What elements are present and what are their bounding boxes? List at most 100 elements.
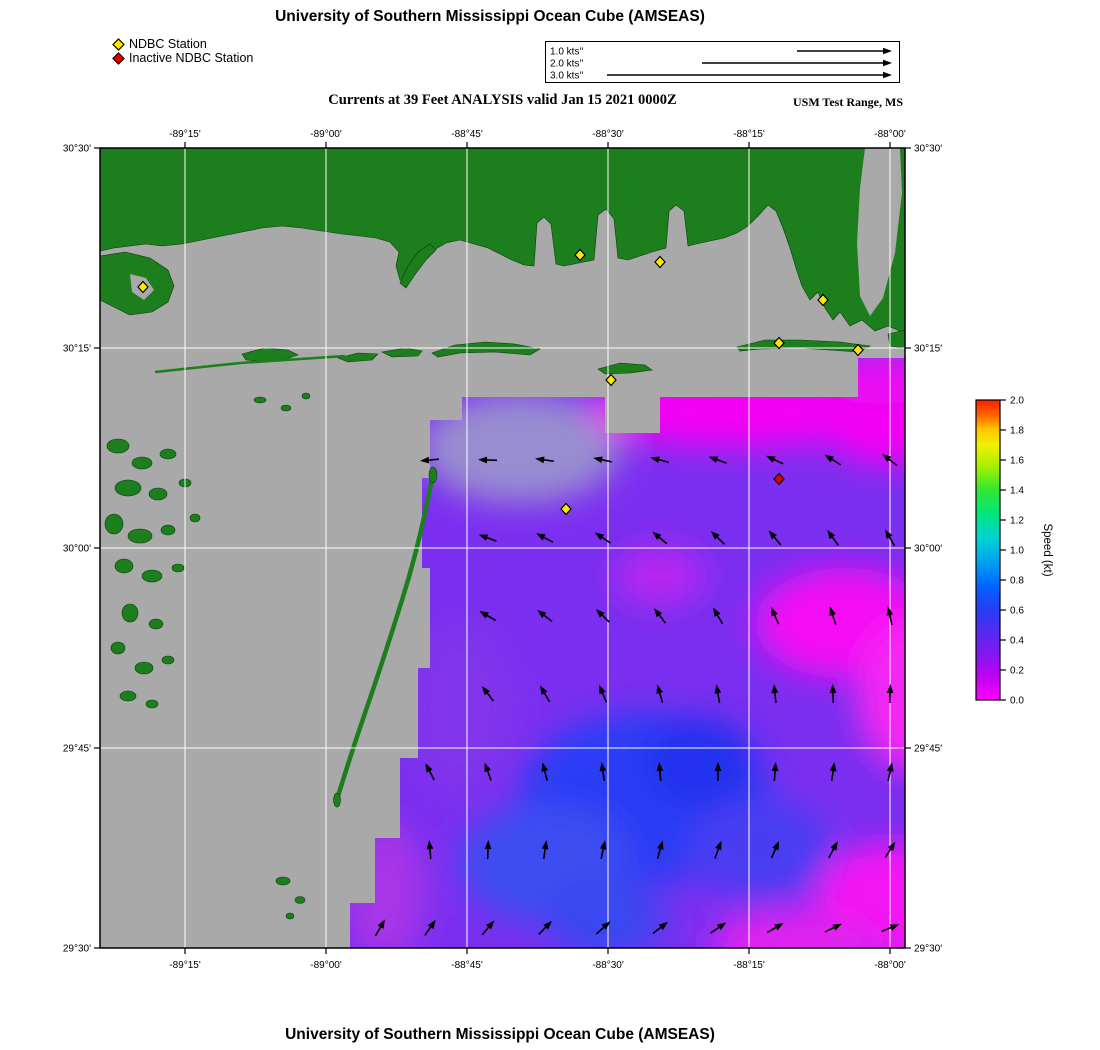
current-vector-head: [594, 532, 605, 541]
current-vector-shaft: [486, 769, 492, 781]
current-vector-head: [832, 923, 842, 931]
scale-row-label: 3.0 kts'': [550, 71, 583, 82]
current-vector: [595, 921, 611, 935]
island-dot: [294, 896, 306, 904]
current-vector: [653, 608, 667, 624]
current-vector-head: [478, 456, 488, 464]
current-vector-head: [484, 840, 492, 850]
current-vector: [829, 606, 837, 625]
legend-item-inactive-station: Inactive NDBC Station: [112, 51, 253, 65]
current-vector: [599, 684, 608, 703]
ndbc-station-marker: [605, 373, 617, 387]
ndbc-station-marker: [773, 336, 785, 350]
current-vector: [824, 923, 842, 933]
current-vector: [714, 762, 722, 781]
x-tick-label-bottom: -88°30': [592, 960, 624, 971]
current-vector: [535, 456, 555, 464]
current-vector: [770, 606, 780, 625]
current-vector-head: [886, 606, 894, 616]
current-vector-head: [541, 762, 549, 772]
current-vector: [771, 684, 779, 704]
current-vector: [595, 609, 611, 623]
current-vector-shaft: [716, 536, 726, 545]
ndbc-station-icon: [112, 37, 125, 51]
current-vector-head: [377, 919, 385, 929]
x-tick-label-bottom: -88°00': [874, 960, 906, 971]
current-vector-head: [601, 921, 611, 930]
current-vector-shaft: [601, 691, 608, 703]
ndbc-station-diamond: [112, 37, 125, 51]
colorbar-tick-label: 0.4: [1010, 636, 1024, 647]
current-vector-shaft: [542, 458, 555, 463]
current-vector-head: [427, 919, 436, 930]
current-vector: [710, 531, 726, 545]
map-axes: -89°15' -89°15' -89°00' -89°00' -88°45' -88°4…: [63, 129, 942, 971]
mainland-coast: [99, 147, 906, 334]
current-vector-head: [715, 840, 722, 851]
current-vector-head: [772, 840, 780, 851]
legend: NDBC Station Inactive NDBC Station: [112, 37, 253, 65]
current-vector-head: [771, 762, 779, 772]
current-vector-head: [599, 762, 607, 772]
x-tick-label-top: -89°15': [169, 129, 201, 140]
current-vector-head: [420, 456, 430, 464]
current-vector-shaft: [887, 769, 892, 781]
current-vector-shaft: [773, 613, 780, 625]
current-vector-shaft: [656, 847, 662, 859]
y-tick-label-left: 30°30': [63, 144, 91, 155]
x-tick-label-bottom: -88°15': [733, 960, 765, 971]
current-vector-head: [714, 684, 722, 694]
colorbar-tick-label: 2.0: [1010, 396, 1024, 407]
marsh-patches: [104, 392, 311, 709]
ship-island-west: [337, 352, 379, 363]
current-vector-shaft: [424, 925, 432, 936]
current-vector: [827, 529, 839, 546]
x-tick-label-top: -88°45': [451, 129, 483, 140]
current-vector: [541, 840, 549, 860]
current-vector-head: [536, 533, 546, 541]
x-tick-label-bottom: -89°00': [310, 960, 342, 971]
y-tick-label-left: 30°15': [63, 344, 91, 355]
current-vector-head: [535, 456, 545, 464]
current-vector-head: [484, 762, 491, 773]
current-vector-shaft: [601, 614, 611, 623]
current-vector-shaft: [652, 926, 663, 935]
vector-scale-rows: 1.0 kts''2.0 kts''3.0 kts'': [550, 47, 892, 82]
ndbc-station-marker: [817, 293, 829, 307]
current-vector-shaft: [714, 847, 720, 859]
scale-arrow-head: [883, 59, 892, 67]
current-vector: [885, 529, 896, 547]
y-tick-label-left: 29°30': [63, 944, 91, 955]
current-vector-head: [481, 686, 491, 696]
current-vector-shaft: [595, 926, 606, 935]
colorbar-tick-label: 1.6: [1010, 456, 1024, 467]
current-vector-shaft: [427, 458, 440, 461]
current-vector: [886, 684, 894, 704]
current-vector-shaft: [481, 925, 490, 936]
y-tick-label-right: 30°00': [914, 544, 942, 555]
petit-bois-island: [597, 362, 653, 375]
colorbar: [975, 399, 1001, 701]
current-vector-shaft: [828, 847, 835, 859]
current-vector: [479, 611, 497, 622]
y-tick-label-right: 30°15': [914, 344, 942, 355]
current-vector-head: [713, 607, 721, 617]
x-tick-label-top: -88°30': [592, 129, 624, 140]
page-title: University of Southern Mississippi Ocean…: [275, 8, 705, 25]
current-vector-shaft: [770, 847, 777, 859]
colorbar-tick-label: 0.0: [1010, 696, 1024, 707]
current-vector-head: [887, 841, 896, 851]
current-vector-head: [653, 608, 663, 618]
current-vector-head: [540, 685, 548, 695]
y-tick-label-left: 29°45': [63, 744, 91, 755]
current-vector-shaft: [543, 691, 551, 703]
current-vector-head: [652, 531, 662, 540]
current-vector: [771, 762, 779, 782]
current-vector: [478, 456, 498, 464]
current-vector: [599, 762, 607, 782]
current-vector-head: [714, 762, 722, 771]
current-vector-shaft: [830, 769, 835, 782]
current-vector-head: [486, 920, 495, 930]
current-vector: [828, 841, 838, 859]
current-vector-shaft: [773, 535, 782, 546]
